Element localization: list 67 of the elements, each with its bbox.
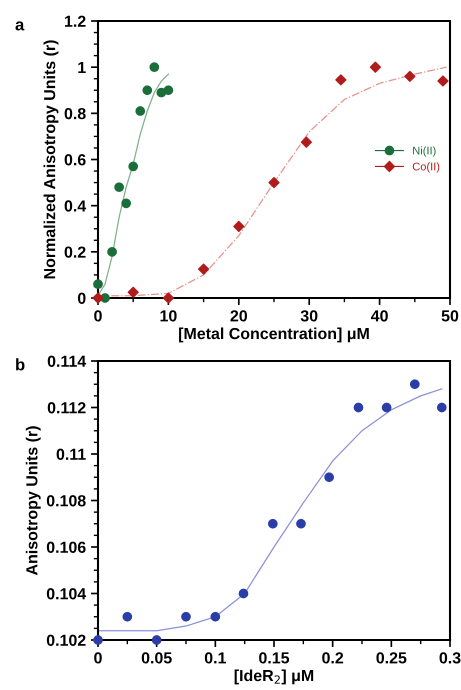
y-axis-title: Anisotropy Units (r) <box>26 426 41 576</box>
point <box>370 62 381 73</box>
y-tick-label: 0.106 <box>46 542 86 553</box>
y-tick-label: 0.114 <box>48 356 86 367</box>
point <box>382 402 392 412</box>
x-tick-label: 40 <box>370 310 388 322</box>
point <box>296 518 306 529</box>
point <box>135 106 146 116</box>
point <box>181 612 191 622</box>
point <box>152 635 162 645</box>
x-tick-label: 50 <box>442 310 458 322</box>
point <box>164 85 174 96</box>
point <box>198 264 210 275</box>
point <box>128 286 139 298</box>
legend-label: Ni(II) <box>413 146 436 157</box>
y-tick-label: 1 <box>78 62 86 73</box>
point <box>93 279 103 290</box>
point <box>233 220 244 232</box>
point <box>107 246 117 257</box>
point <box>354 402 364 412</box>
y-tick-label: 0.11 <box>56 448 86 460</box>
point <box>149 62 160 72</box>
line-series <box>98 388 442 632</box>
point <box>122 612 132 622</box>
x-tick-label: 10 <box>160 310 177 322</box>
y-tick-label: 0 <box>78 292 86 304</box>
point <box>268 518 278 529</box>
y-tick-label: 1.2 <box>65 16 86 27</box>
point <box>268 176 280 188</box>
x-tick-label: 0.1 <box>204 652 226 664</box>
point <box>436 402 447 412</box>
point <box>410 379 420 390</box>
x-axis-title: [IdeR$_{2}$] μM <box>234 669 314 684</box>
point <box>335 74 346 86</box>
x-tick-label: 30 <box>300 310 318 322</box>
y-tick-label: 0.112 <box>48 402 86 414</box>
y-tick-label: 0.8 <box>64 108 86 120</box>
text: b <box>16 358 24 370</box>
y-tick-label: 0.4 <box>64 200 86 212</box>
x-axis-title: [Metal Concentration] μM <box>179 327 369 342</box>
point <box>128 162 138 172</box>
point <box>114 182 124 192</box>
x-tick-label: 20 <box>230 310 248 322</box>
x-tick-label: 0.05 <box>142 652 172 664</box>
point <box>121 198 132 208</box>
point <box>404 70 416 82</box>
y-axis-title: Normalized Anisotropy Units (r) <box>44 40 58 278</box>
point <box>238 588 248 598</box>
text: a <box>15 21 24 30</box>
point <box>324 472 334 482</box>
y-tick-label: 0.104 <box>46 588 86 600</box>
y-tick-label: 0.108 <box>46 495 86 506</box>
point <box>437 75 449 87</box>
point <box>210 612 220 622</box>
x-tick-label: 0 <box>94 310 102 322</box>
x-tick-label: 0 <box>94 652 102 664</box>
point <box>142 85 152 96</box>
point <box>300 136 312 148</box>
x-tick-label: 0.15 <box>259 652 290 664</box>
legend-label: Co(II) <box>412 162 440 173</box>
y-tick-label: 0.102 <box>46 634 86 646</box>
y-tick-label: 0.2 <box>64 246 86 258</box>
y-tick-label: 0.6 <box>64 154 86 166</box>
x-tick-label: 0.25 <box>376 652 406 664</box>
point <box>162 292 174 304</box>
x-tick-label: 0.3 <box>440 652 461 664</box>
x-tick-label: 0.2 <box>322 652 344 664</box>
